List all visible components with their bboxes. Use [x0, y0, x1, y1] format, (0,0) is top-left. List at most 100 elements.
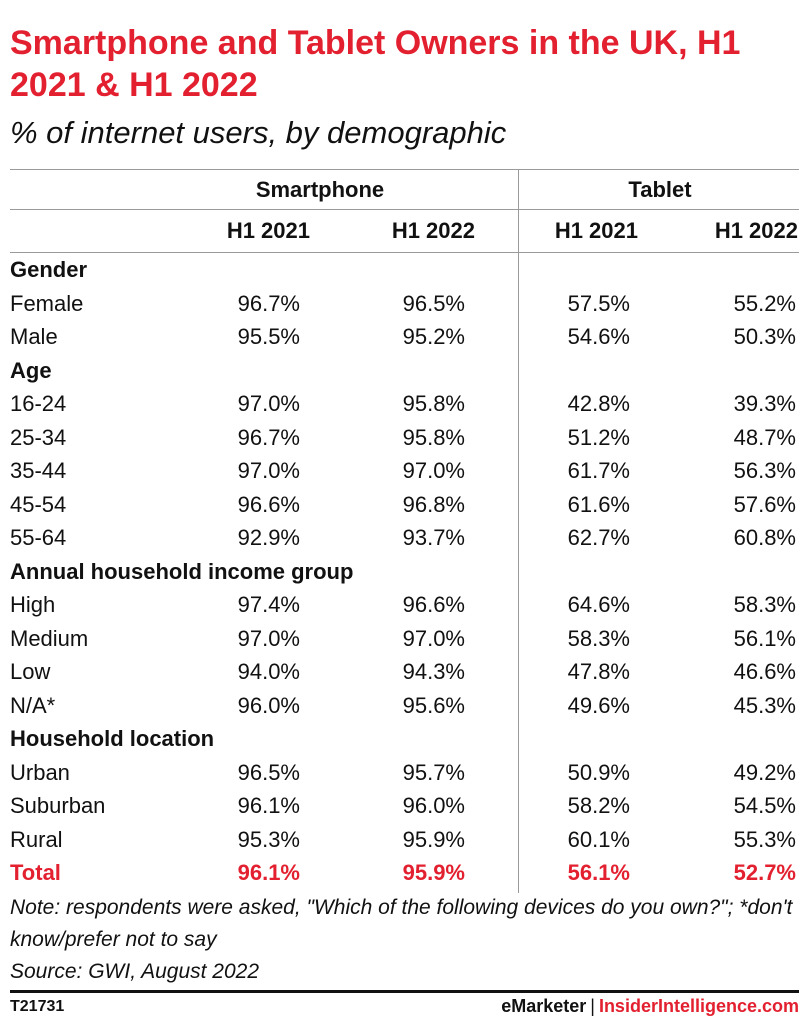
section-header-row: Annual household income group — [10, 555, 799, 588]
table-row: 35-44 97.0% 97.0% 61.7% 56.3% — [10, 454, 799, 487]
section-header-row: Age — [10, 354, 799, 387]
table-cell: 95.7% — [402, 759, 465, 785]
section-label: Household location — [10, 726, 215, 751]
table-cell: 95.8% — [402, 391, 465, 416]
table-cell: 94.3% — [402, 659, 465, 684]
table-cell: 58.2% — [567, 793, 630, 818]
table-row: Male 95.5% 95.2% 54.6% 50.3% — [10, 320, 799, 353]
brand-emarketer: eMarketer — [501, 996, 587, 1016]
table-cell: 94.0% — [237, 659, 300, 684]
table-cell: 47.8% — [567, 659, 630, 684]
table-row: High 97.4% 96.6% 64.6% 58.3% — [10, 588, 799, 621]
table-cell: 42.8% — [567, 391, 630, 416]
table-cell: 48.7% — [733, 424, 796, 450]
column-header-rule — [10, 252, 799, 253]
row-label: Rural — [10, 826, 63, 852]
table-cell: 96.7% — [237, 290, 300, 316]
table-cell: 96.5% — [402, 290, 465, 316]
table-cell: 95.3% — [237, 826, 300, 852]
row-label: 35-44 — [10, 458, 67, 483]
table-cell: 97.0% — [237, 391, 300, 416]
row-label: Urban — [10, 759, 70, 785]
table-cell: 61.6% — [567, 491, 630, 517]
table-top-rule — [10, 169, 799, 170]
table-cell: 58.3% — [733, 592, 796, 617]
table-cell: 46.6% — [733, 659, 796, 684]
table-cell: 93.7% — [402, 525, 465, 550]
table-row: Suburban 96.1% 96.0% 58.2% 54.5% — [10, 789, 799, 822]
row-label: 45-54 — [10, 491, 67, 517]
table-cell: 54.6% — [567, 324, 630, 349]
table-cell: 95.8% — [402, 424, 465, 450]
table-row: Medium 97.0% 97.0% 58.3% 56.1% — [10, 622, 799, 655]
table-cell: 64.6% — [567, 592, 630, 617]
table-cell: 95.5% — [237, 324, 300, 349]
group-header-tablet: Tablet — [628, 177, 692, 202]
table-cell: 95.2% — [402, 324, 465, 349]
table-cell: 50.3% — [733, 324, 796, 349]
table-cell: 95.9% — [402, 826, 465, 852]
section-label: Gender — [10, 257, 88, 282]
row-label: Female — [10, 290, 84, 316]
table-row: Female 96.7% 96.5% 57.5% 55.2% — [10, 287, 799, 320]
table-cell: 49.6% — [567, 692, 630, 718]
column-header-tablet-h1-2022: H1 2022 — [714, 218, 798, 243]
section-label: Age — [10, 357, 52, 383]
table-cell: 96.5% — [237, 759, 300, 785]
column-header-smartphone-h1-2021: H1 2021 — [226, 218, 310, 243]
row-label: Total — [10, 860, 61, 885]
row-label: Low — [10, 659, 51, 684]
table-cell: 49.2% — [733, 759, 796, 785]
row-label: Male — [10, 324, 58, 349]
table-row: 55-64 92.9% 93.7% 62.7% 60.8% — [10, 521, 799, 554]
column-header-smartphone-h1-2022: H1 2022 — [391, 218, 475, 243]
table-row: Low 94.0% 94.3% 47.8% 46.6% — [10, 655, 799, 688]
table-cell: 96.6% — [402, 592, 465, 617]
table-cell: 60.8% — [733, 525, 796, 550]
table-cell: 50.9% — [567, 759, 630, 785]
row-label: 25-34 — [10, 424, 67, 450]
footer-rule — [10, 990, 799, 993]
table-cell: 97.0% — [402, 458, 465, 483]
brand-separator: | — [590, 996, 595, 1016]
table-cell: 58.3% — [567, 625, 630, 651]
table-cell: 96.8% — [402, 491, 465, 517]
table-cell: 55.3% — [733, 826, 796, 852]
table-cell: 97.4% — [237, 592, 300, 617]
total-row: Total 96.1% 95.9% 56.1% 52.7% — [10, 856, 799, 889]
table-cell: 61.7% — [567, 458, 630, 483]
table-cell: 96.0% — [402, 793, 465, 818]
table-row: 16-24 97.0% 95.8% 42.8% 39.3% — [10, 387, 799, 420]
table-cell: 57.5% — [567, 290, 630, 316]
chart-subtitle: % of internet users, by demographic — [10, 115, 507, 150]
table-cell: 96.7% — [237, 424, 300, 450]
chart-title: Smartphone and Tablet Owners in the UK, … — [10, 24, 741, 104]
row-label: Suburban — [10, 793, 106, 818]
table-row: 25-34 96.7% 95.8% 51.2% 48.7% — [10, 421, 799, 454]
table-cell: 95.9% — [402, 860, 465, 885]
table-cell: 55.2% — [733, 290, 796, 316]
table-cell: 39.3% — [733, 391, 796, 416]
table-cell: 97.0% — [237, 458, 300, 483]
section-header-row: Household location — [10, 722, 799, 755]
table-row: N/A* 96.0% 95.6% 49.6% 45.3% — [10, 689, 799, 722]
row-label: Medium — [10, 625, 89, 651]
section-header-row: Gender — [10, 253, 799, 286]
table-cell: 45.3% — [733, 692, 796, 718]
footer-branding: eMarketer | InsiderIntelligence.com — [501, 996, 799, 1017]
column-header-tablet-h1-2021: H1 2021 — [554, 218, 638, 243]
table-cell: 96.0% — [237, 692, 300, 718]
group-header-smartphone: Smartphone — [255, 177, 385, 202]
table-cell: 62.7% — [567, 525, 630, 550]
table-cell: 96.1% — [237, 860, 300, 885]
table-cell: 95.6% — [402, 692, 465, 718]
table-cell: 92.9% — [237, 525, 300, 550]
table-cell: 57.6% — [733, 491, 796, 517]
table-cell: 56.3% — [733, 458, 796, 483]
table-row: Rural 95.3% 95.9% 60.1% 55.3% — [10, 823, 799, 856]
table-cell: 97.0% — [237, 625, 300, 651]
row-label: 55-64 — [10, 525, 67, 550]
brand-insiderintelligence: InsiderIntelligence.com — [598, 996, 799, 1016]
source-text: Source: GWI, August 2022 — [10, 960, 260, 983]
table-row: 45-54 96.6% 96.8% 61.6% 57.6% — [10, 488, 799, 521]
